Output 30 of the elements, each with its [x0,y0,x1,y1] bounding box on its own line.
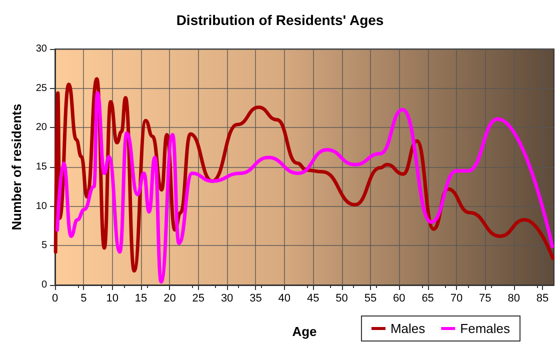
x-tick-label: 70 [450,292,463,304]
y-tick-label: 10 [36,200,48,212]
y-tick-label: 25 [36,82,48,94]
x-axis-title: Age [292,324,317,339]
x-tick-label: 35 [250,292,262,304]
x-tick-label: 65 [422,292,434,304]
x-tick-label: 25 [192,292,205,304]
y-tick-label: 20 [36,122,48,134]
x-tick-label: 45 [306,292,320,304]
x-tick-label: 0 [52,292,58,304]
x-tick-label: 55 [364,292,377,304]
y-axis-title: Number of residents [9,104,24,230]
legend-label: Females [460,321,510,336]
x-tick-label: 40 [278,292,291,304]
legend-label: Males [390,321,426,336]
x-tick-label: 85 [536,292,549,304]
x-tick-label: 60 [393,292,406,304]
y-tick-label: 15 [36,162,48,172]
x-tick-label: 5 [80,292,87,304]
x-tick-label: 80 [508,292,520,304]
y-tick-label: 30 [36,44,48,54]
x-tick-label: 15 [134,292,148,304]
y-tick-label: 0 [41,280,48,290]
x-tick-label: 75 [479,292,492,304]
x-tick-label: 20 [164,292,176,304]
x-tick-label: 50 [336,292,348,304]
y-tick-label: 5 [41,240,48,252]
x-tick-label: 30 [220,292,234,304]
x-tick-label: 10 [106,292,118,304]
chart-title: Distribution of Residents' Ages [176,12,384,28]
